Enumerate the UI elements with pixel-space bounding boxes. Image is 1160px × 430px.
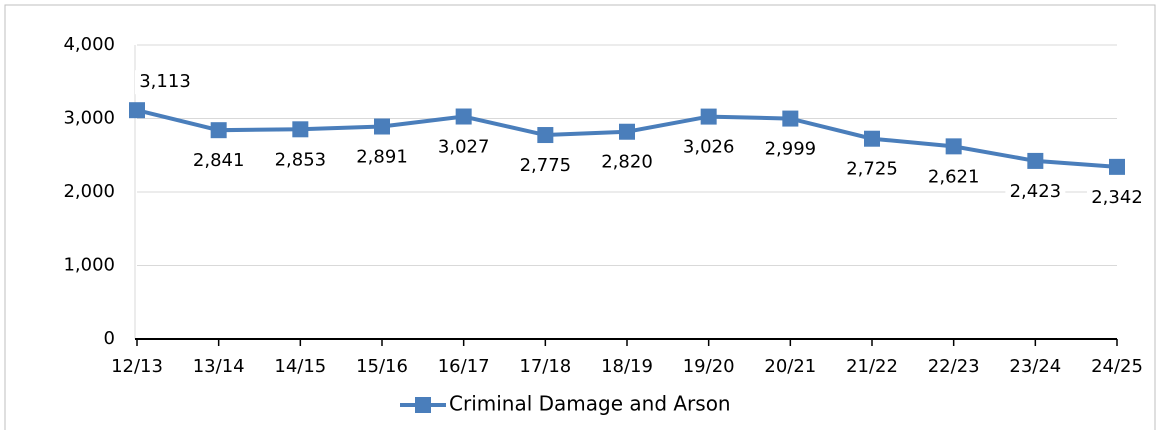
x-tick-label: 19/20 [683, 356, 735, 377]
label-bg [760, 137, 821, 162]
point-marker [129, 102, 145, 119]
point-marker [1109, 158, 1125, 175]
legend-marker [415, 397, 431, 413]
label-bg [352, 145, 412, 170]
point-marker [619, 123, 635, 140]
y-tick-label: 3,000 [63, 108, 115, 129]
x-tick-label: 22/23 [928, 356, 980, 377]
point-marker [537, 127, 554, 144]
label-bg [1005, 179, 1066, 204]
x-tick-label: 14/15 [274, 356, 326, 377]
y-tick-label: 0 [104, 328, 115, 349]
point-marker [782, 110, 799, 127]
data-label: 2,820 [601, 152, 653, 173]
data-label: 2,999 [765, 139, 817, 160]
point-marker [455, 108, 472, 125]
x-tick-label: 18/19 [601, 356, 653, 377]
data-label: 2,853 [275, 149, 327, 170]
y-tick-label: 1,000 [63, 255, 115, 276]
label-bg [433, 135, 494, 160]
label-bg [270, 148, 331, 173]
label-bg [515, 154, 576, 179]
label-bg [1087, 185, 1147, 210]
label-bg [135, 70, 195, 95]
x-tick-label: 12/13 [111, 356, 163, 377]
label-bg [678, 135, 739, 160]
x-tick-label: 13/14 [193, 356, 245, 377]
data-label: 2,725 [846, 159, 898, 180]
x-tick-label: 24/25 [1091, 356, 1143, 377]
x-tick-label: 21/22 [846, 356, 898, 377]
x-tick-label: 20/21 [764, 356, 816, 377]
data-label: 2,891 [356, 147, 408, 168]
label-bg [188, 149, 249, 174]
label-bg [597, 150, 657, 175]
point-marker [1027, 152, 1044, 169]
point-marker [292, 121, 309, 138]
label-bg [923, 165, 984, 190]
x-tick-label: 15/16 [356, 356, 408, 377]
x-tick-label: 16/17 [438, 356, 490, 377]
data-label: 3,026 [683, 137, 735, 158]
data-label: 2,775 [520, 155, 572, 176]
data-label: 2,342 [1091, 187, 1143, 208]
data-label: 3,113 [139, 71, 191, 92]
data-label: 2,423 [1010, 181, 1062, 202]
x-tick-label: 17/18 [519, 356, 571, 377]
point-marker [210, 122, 227, 139]
point-marker [700, 108, 717, 125]
data-label: 2,621 [928, 166, 980, 187]
legend-label: Criminal Damage and Arson [449, 392, 731, 416]
data-label: 2,841 [193, 150, 245, 171]
y-tick-label: 4,000 [63, 34, 115, 55]
x-tick-label: 23/24 [1009, 356, 1061, 377]
y-tick-label: 2,000 [63, 181, 115, 202]
point-marker [945, 138, 962, 155]
label-bg [842, 157, 902, 182]
point-marker [374, 118, 390, 135]
chart-frame [4, 4, 1156, 430]
data-label: 3,027 [438, 137, 490, 158]
point-marker [864, 130, 880, 147]
